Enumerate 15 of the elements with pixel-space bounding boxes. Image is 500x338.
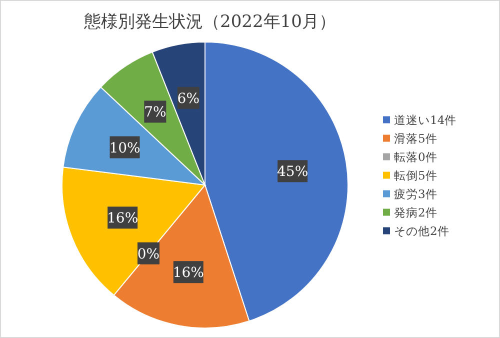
data-label: 16% [172, 265, 204, 282]
legend-label: 発病2件 [394, 205, 438, 220]
chart-title: 態様別発生状況（2022年10月） [83, 12, 336, 32]
legend-label: 道迷い14件 [394, 112, 457, 127]
legend-label: 転倒5件 [394, 168, 438, 182]
data-label: 7% [144, 104, 166, 121]
data-label: 10% [109, 140, 140, 156]
legend-label: 疲労3件 [394, 186, 438, 201]
data-label: 16% [107, 210, 138, 227]
data-label: 6% [177, 90, 200, 107]
legend-label: その他2件 [394, 224, 450, 238]
legend-label: 滑落5件 [394, 131, 438, 146]
legend-label: 転落0件 [394, 150, 438, 164]
text: 0% [137, 246, 160, 262]
data-label: 45% [277, 164, 308, 180]
